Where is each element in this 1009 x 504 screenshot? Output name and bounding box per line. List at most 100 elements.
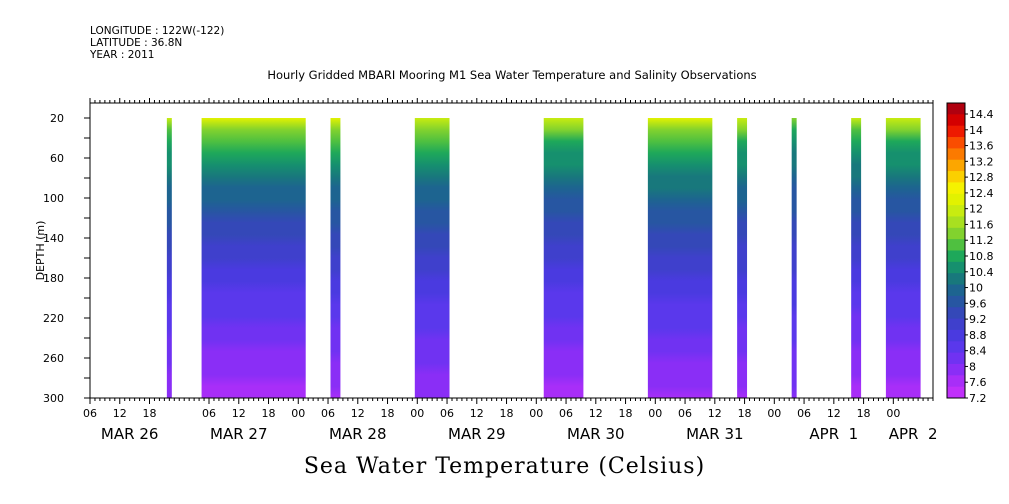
colorbar-label: 12.8 xyxy=(969,171,994,184)
colorbar-swatch xyxy=(947,352,965,365)
y-tick-label: 140 xyxy=(43,232,64,245)
axes: 06 12 18 06 12 18 00 06 12 18 00 06 12 18 00 06 12 18 00 06… xyxy=(34,98,938,443)
x-hour-tick-label: 00 xyxy=(291,407,305,420)
colorbar-swatch xyxy=(947,114,965,127)
x-hour-tick-label: 12 xyxy=(232,407,246,420)
colorbar-swatch xyxy=(947,307,965,320)
x-hour-tick-label: 00 xyxy=(767,407,781,420)
colorbar-swatch xyxy=(947,250,965,263)
x-day-label: APR 1 xyxy=(809,425,858,443)
colorbar-swatch xyxy=(947,341,965,354)
colorbar-swatch xyxy=(947,103,965,115)
x-hour-tick-label: 06 xyxy=(678,407,692,420)
x-hour-tick-label: 18 xyxy=(738,407,752,420)
colorbar-swatch xyxy=(947,216,965,229)
data-segment xyxy=(201,118,306,398)
x-day-label: MAR 30 xyxy=(567,425,624,443)
y-tick-label: 180 xyxy=(43,272,64,285)
x-hour-tick-label: 06 xyxy=(559,407,573,420)
colorbar-swatch xyxy=(947,329,965,342)
colorbar-label: 10.4 xyxy=(969,266,994,279)
colorbar-swatch xyxy=(947,148,965,161)
colorbar-label: 12 xyxy=(969,203,983,216)
x-hour-tick-label: 12 xyxy=(827,407,841,420)
x-hour-tick-label: 18 xyxy=(500,407,514,420)
variable-label: Sea Water Temperature (Celsius) xyxy=(303,454,706,479)
colorbar-label: 10 xyxy=(969,282,983,295)
latitude-label: LATITUDE : 36.8N xyxy=(90,37,183,49)
colorbar-label: 7.2 xyxy=(969,392,987,405)
colorbar-swatch xyxy=(947,273,965,286)
x-hour-tick-label: 00 xyxy=(648,407,662,420)
colorbar-label: 14.4 xyxy=(969,108,994,121)
colorbar-label: 11.2 xyxy=(969,234,994,247)
colorbar-label: 9.6 xyxy=(969,297,987,310)
data-segment xyxy=(330,118,341,398)
data-segment xyxy=(543,118,584,398)
colorbar-label: 12.4 xyxy=(969,187,994,200)
colorbar-swatch xyxy=(947,375,965,388)
colorbar-label: 8.4 xyxy=(969,345,987,358)
y-tick-label: 100 xyxy=(43,192,64,205)
x-hour-tick-label: 18 xyxy=(857,407,871,420)
chart-title: Hourly Gridded MBARI Mooring M1 Sea Wate… xyxy=(267,68,757,82)
x-hour-tick-label: 18 xyxy=(381,407,395,420)
colorbar-swatch xyxy=(947,159,965,172)
data-segment xyxy=(851,118,862,398)
x-hour-tick-label: 12 xyxy=(351,407,365,420)
colorbar-label: 13.2 xyxy=(969,155,994,168)
colorbar-swatch xyxy=(947,137,965,149)
x-hour-tick-label: 06 xyxy=(440,407,454,420)
x-hour-tick-label: 00 xyxy=(410,407,424,420)
data-segment xyxy=(885,118,921,398)
x-day-label: MAR 27 xyxy=(210,425,267,443)
x-hour-tick-label: 18 xyxy=(619,407,633,420)
colorbar-swatch xyxy=(947,125,965,138)
colorbar: 14.4 14 13.6 13.2 12.8 12.4 12 11.6 11.2 10.8 10.4… xyxy=(946,102,994,405)
y-tick-label: 20 xyxy=(50,112,64,125)
colorbar-swatch xyxy=(947,239,965,251)
colorbar-swatch xyxy=(947,318,965,331)
x-hour-tick-label: 18 xyxy=(262,407,276,420)
longitude-label: LONGITUDE : 122W(-122) xyxy=(90,25,225,37)
colorbar-frame xyxy=(946,102,966,399)
data-segment xyxy=(166,118,172,398)
x-day-label: APR 2 xyxy=(889,425,938,443)
colorbar-swatch xyxy=(947,386,965,399)
colorbar-label: 9.2 xyxy=(969,313,987,326)
y-tick-label: 300 xyxy=(43,392,64,405)
x-hour-tick-label: 18 xyxy=(143,407,157,420)
x-hour-tick-label: 06 xyxy=(797,407,811,420)
plot-area xyxy=(166,118,921,398)
colorbar-swatch xyxy=(947,363,965,376)
colorbar-label: 8.8 xyxy=(969,329,987,342)
x-day-label: MAR 26 xyxy=(101,425,158,443)
year-label: YEAR : 2011 xyxy=(90,49,155,61)
colorbar-swatch xyxy=(947,182,965,195)
x-hour-tick-label: 12 xyxy=(708,407,722,420)
data-segment xyxy=(414,118,450,398)
x-hour-tick-label: 06 xyxy=(83,407,97,420)
x-hour-tick-label: 06 xyxy=(202,407,216,420)
x-day-label: MAR 28 xyxy=(329,425,386,443)
y-tick-label: 260 xyxy=(43,352,64,365)
colorbar-swatch xyxy=(947,284,965,297)
y-axis-label: DEPTH (m) xyxy=(34,221,47,281)
y-tick-label: 220 xyxy=(43,312,64,325)
colorbar-label: 13.6 xyxy=(969,140,994,153)
x-hour-tick-label: 12 xyxy=(589,407,603,420)
colorbar-label: 10.8 xyxy=(969,250,994,263)
data-segment xyxy=(737,118,748,398)
colorbar-label: 7.6 xyxy=(969,376,987,389)
x-hour-tick-label: 00 xyxy=(886,407,900,420)
data-segment xyxy=(647,118,713,398)
colorbar-label: 14 xyxy=(969,124,983,137)
colorbar-label: 8 xyxy=(969,360,976,373)
colorbar-swatch xyxy=(947,171,965,183)
x-hour-tick-label: 12 xyxy=(470,407,484,420)
colorbar-label: 11.6 xyxy=(969,218,994,231)
x-day-label: MAR 31 xyxy=(686,425,743,443)
colorbar-swatch xyxy=(947,295,965,308)
y-tick-label: 60 xyxy=(50,152,64,165)
